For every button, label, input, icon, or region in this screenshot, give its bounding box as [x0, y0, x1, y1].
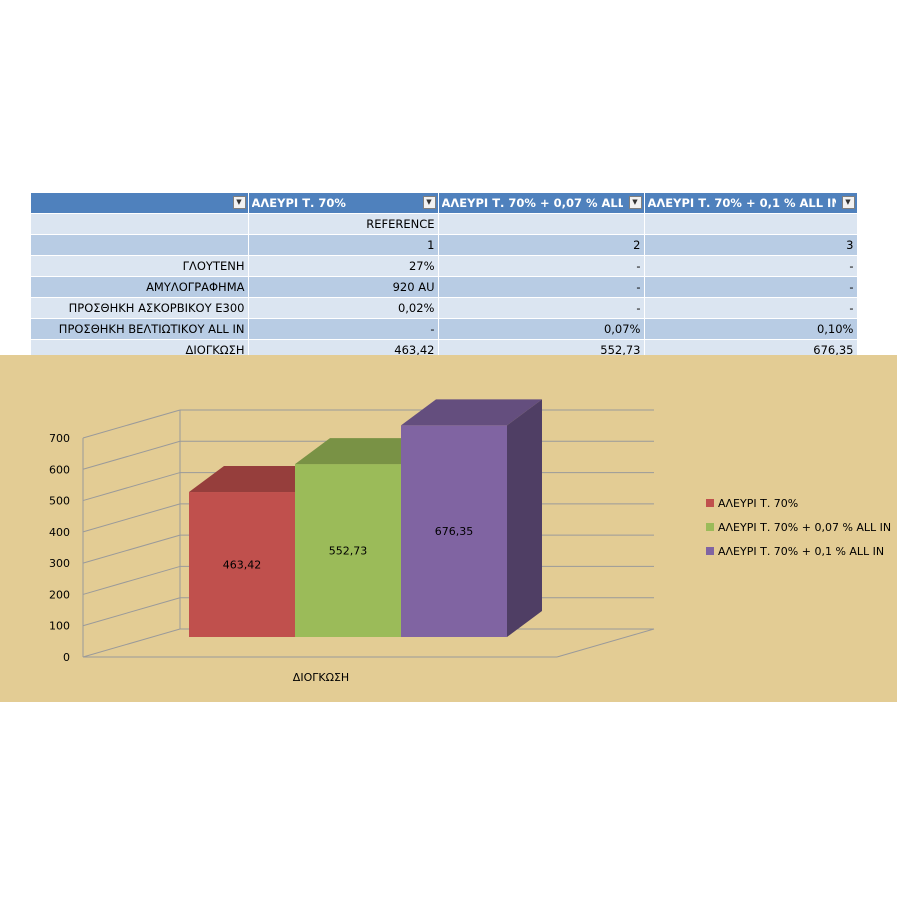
table-row: REFERENCE: [31, 213, 858, 235]
data-label: 676,35: [435, 525, 474, 538]
table-cell[interactable]: [438, 213, 645, 235]
bar-side-face: [507, 399, 542, 637]
dropdown-arrow-icon[interactable]: ▼: [232, 196, 246, 209]
table-cell[interactable]: [31, 234, 249, 256]
table-cell[interactable]: [31, 213, 249, 235]
x-category-label: ΔΙΟΓΚΩΣΗ: [293, 671, 349, 684]
table-cell[interactable]: -: [438, 255, 645, 277]
table-row: ΠΡΟΣΘΗΚΗ ΒΕΛΤΙΩΤΙΚΟΥ ALL IN - 0,07% 0,10…: [31, 318, 858, 340]
table-cell[interactable]: -: [248, 318, 439, 340]
dropdown-arrow-icon[interactable]: ▼: [628, 196, 642, 209]
bar-top-face: [189, 466, 330, 493]
table-row: 1 2 3: [31, 234, 858, 256]
side-gridline: [82, 565, 181, 595]
bar-front-face: [401, 425, 507, 637]
bar-front-face: [189, 492, 295, 637]
table-cell[interactable]: ΠΡΟΣΘΗΚΗ ΒΕΛΤΙΩΤΙΚΟΥ ALL IN: [31, 318, 249, 340]
table-cell[interactable]: -: [438, 297, 645, 319]
table-cell[interactable]: 1: [248, 234, 439, 256]
side-gridline: [82, 440, 181, 470]
y-tick-label: 100: [49, 620, 70, 633]
side-gridline: [82, 534, 181, 564]
table-cell[interactable]: [644, 213, 858, 235]
y-tick-label: 700: [49, 432, 70, 445]
table-cell[interactable]: ΠΡΟΣΘΗΚΗ ΑΣΚΟΡΒΙΚΟΥ Ε300: [31, 297, 249, 319]
y-tick-label: 600: [49, 463, 70, 476]
side-gridline: [82, 409, 181, 439]
side-gridline: [82, 597, 181, 627]
bar-chart: 0 100 200 300 400 500 600 700 463,42 552,73 676,35…: [49, 399, 891, 684]
table-cell[interactable]: 552,73: [438, 339, 645, 360]
chart-area[interactable]: 0 100 200 300 400 500 600 700 463,42 552,73 676,35…: [0, 355, 897, 702]
legend-swatch: [706, 499, 714, 507]
legend-label: ΑΛΕΥΡΙ Τ. 70% + 0,1 % ALL IN: [718, 545, 884, 558]
bar-top-face: [401, 399, 542, 426]
legend-label: ΑΛΕΥΡΙ Τ. 70% + 0,07 % ALL IN: [718, 521, 891, 534]
floor-right-edge: [556, 628, 655, 658]
side-gridline: [82, 472, 181, 502]
table-header-row: ▼ ΑΛΕΥΡΙ Τ. 70% ▼ ΑΛΕΥΡΙ Τ. 70% + 0,07 %…: [31, 193, 858, 214]
column-header: ΑΛΕΥΡΙ Τ. 70% ▼: [248, 193, 439, 214]
table-cell[interactable]: 27%: [248, 255, 439, 277]
y-tick-label: 500: [49, 495, 70, 508]
table-cell[interactable]: -: [644, 297, 858, 319]
dropdown-arrow-icon[interactable]: ▼: [422, 196, 436, 209]
side-gridline: [82, 503, 181, 533]
table-cell[interactable]: ΓΛΟΥΤΕΝΗ: [31, 255, 249, 277]
bar-front-face: [295, 464, 401, 637]
legend-swatch: [706, 523, 714, 531]
y-tick-label: 300: [49, 557, 70, 570]
y-tick-label: 400: [49, 526, 70, 539]
table-cell[interactable]: 2: [438, 234, 645, 256]
y-tick-label: 0: [63, 651, 70, 664]
data-label: 463,42: [223, 559, 262, 572]
bar-top-face: [295, 438, 436, 465]
table-cell[interactable]: 0,07%: [438, 318, 645, 340]
column-header: ΑΛΕΥΡΙ Τ. 70% + 0,1 % ALL IN ▼: [644, 193, 858, 214]
dropdown-arrow-icon[interactable]: ▼: [841, 196, 855, 209]
legend-label: ΑΛΕΥΡΙ Τ. 70%: [718, 497, 798, 510]
table-cell[interactable]: -: [644, 255, 858, 277]
y-tick-label: 200: [49, 588, 70, 601]
table-cell[interactable]: 3: [644, 234, 858, 256]
table-cell[interactable]: -: [438, 276, 645, 298]
table-cell[interactable]: REFERENCE: [248, 213, 439, 235]
table-cell[interactable]: ΑΜΥΛΟΓΡΑΦΗΜΑ: [31, 276, 249, 298]
table-cell[interactable]: 676,35: [644, 339, 858, 360]
table-cell[interactable]: 920 AU: [248, 276, 439, 298]
table-cell[interactable]: 463,42: [248, 339, 439, 360]
table-row: ΠΡΟΣΘΗΚΗ ΑΣΚΟΡΒΙΚΟΥ Ε300 0,02% - -: [31, 297, 858, 319]
table-cell[interactable]: 0,02%: [248, 297, 439, 319]
legend-swatch: [706, 547, 714, 555]
table-cell[interactable]: ΔΙΟΓΚΩΣΗ: [31, 339, 249, 360]
column-header: ΑΛΕΥΡΙ Τ. 70% + 0,07 % ALL IN ▼: [438, 193, 645, 214]
data-label: 552,73: [329, 545, 368, 558]
side-gridline: [82, 628, 181, 658]
table-row: ΑΜΥΛΟΓΡΑΦΗΜΑ 920 AU - -: [31, 276, 858, 298]
table-row: ΓΛΟΥΤΕΝΗ 27% - -: [31, 255, 858, 277]
column-header: ▼: [31, 193, 249, 214]
table-row: ΔΙΟΓΚΩΣΗ 463,42 552,73 676,35: [31, 339, 858, 360]
table-cell[interactable]: 0,10%: [644, 318, 858, 340]
table-cell[interactable]: -: [644, 276, 858, 298]
data-table: ▼ ΑΛΕΥΡΙ Τ. 70% ▼ ΑΛΕΥΡΙ Τ. 70% + 0,07 %…: [31, 193, 858, 360]
